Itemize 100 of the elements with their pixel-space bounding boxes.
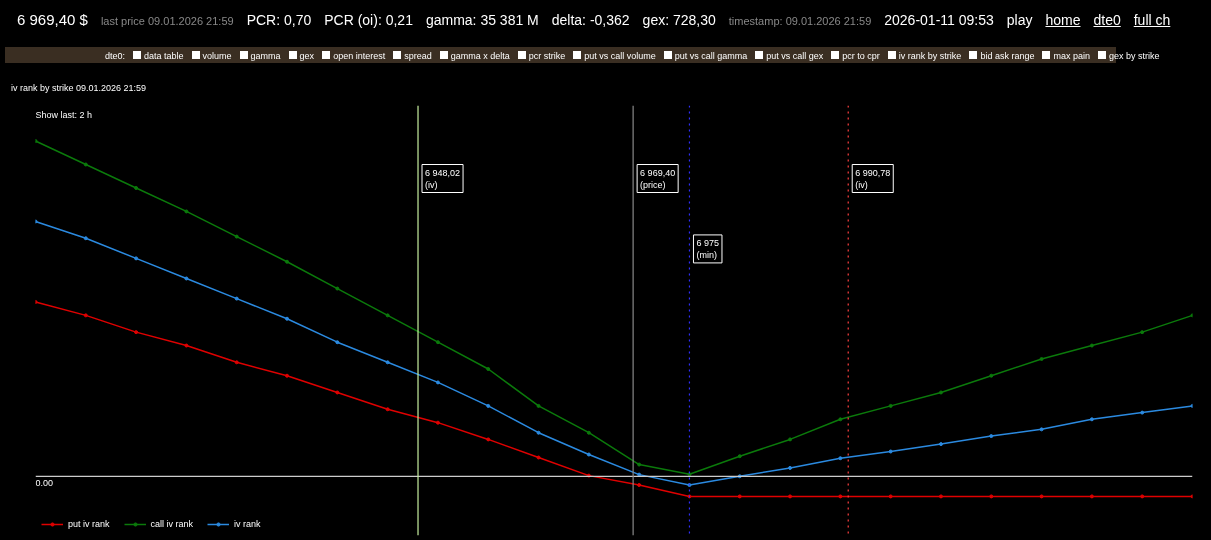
text: dte0	[1093, 11, 1121, 30]
text: Show last: 2 h	[35, 109, 93, 120]
point	[285, 316, 290, 321]
point	[637, 462, 642, 467]
point	[335, 340, 340, 345]
point	[1089, 417, 1094, 422]
text: dte0:	[105, 51, 126, 61]
point	[1039, 494, 1044, 499]
point	[1089, 343, 1094, 348]
point	[788, 437, 793, 442]
text: max pain	[1052, 51, 1090, 61]
point	[486, 403, 491, 408]
point	[134, 330, 139, 335]
text: gamma	[249, 51, 281, 61]
point	[938, 390, 943, 395]
point	[637, 483, 642, 488]
annotation: 6 948,02 (iv)	[425, 167, 461, 190]
point	[335, 286, 340, 291]
point	[788, 465, 793, 470]
point	[435, 340, 440, 345]
point	[486, 437, 491, 442]
point	[134, 185, 139, 190]
point	[586, 452, 591, 457]
point	[1140, 494, 1145, 499]
point	[1140, 410, 1145, 415]
text: iv rank by strike	[897, 51, 962, 61]
text: volume	[201, 51, 232, 61]
point	[938, 494, 943, 499]
point	[838, 456, 843, 461]
point	[385, 407, 390, 412]
annotation: 6 975 (min)	[696, 237, 719, 260]
text: PCR (oi): 0,21	[324, 11, 413, 30]
point	[83, 236, 88, 241]
point	[989, 434, 994, 439]
point	[1039, 427, 1044, 432]
text: gamma: 35 381 M	[425, 11, 539, 30]
text: open interest	[332, 51, 386, 61]
text: full ch	[1133, 11, 1171, 30]
text: home	[1045, 11, 1081, 30]
point	[134, 256, 139, 261]
point	[1140, 330, 1145, 335]
text: timestamp: 09.01.2026 21:59	[728, 14, 872, 29]
point	[687, 494, 692, 499]
text: PCR: 0,70	[246, 11, 312, 30]
legend-label: iv rank	[234, 519, 261, 529]
point	[989, 494, 994, 499]
point	[335, 390, 340, 395]
point	[838, 494, 843, 499]
legend-label: call iv rank	[150, 519, 194, 529]
point	[788, 494, 793, 499]
point	[888, 494, 893, 499]
point	[234, 360, 239, 365]
point	[486, 367, 491, 372]
text: bid ask range	[979, 51, 1035, 61]
legend-label: put iv rank	[68, 519, 110, 529]
point	[184, 343, 189, 348]
text: pcr strike	[527, 51, 566, 61]
point	[536, 403, 541, 408]
point	[83, 162, 88, 167]
text: gamma x delta	[449, 51, 510, 61]
text: last price 09.01.2026 21:59	[100, 14, 234, 29]
point	[586, 430, 591, 435]
point	[184, 209, 189, 214]
text: play	[1006, 11, 1033, 30]
point	[888, 403, 893, 408]
annotation: 6 990,78 (iv)	[855, 167, 891, 190]
point	[888, 449, 893, 454]
point	[285, 373, 290, 378]
point	[184, 276, 189, 281]
point	[1089, 494, 1094, 499]
point	[989, 373, 994, 378]
ref-line-label: 0.00	[35, 478, 54, 489]
point	[838, 417, 843, 422]
text: gex	[298, 51, 315, 61]
point	[536, 455, 541, 460]
text: gex by strike	[1107, 51, 1160, 61]
text: put vs call gamma	[673, 51, 748, 61]
text: 2026-01-11 09:53	[884, 11, 994, 30]
text: gex: 728,30	[642, 11, 716, 30]
point	[687, 472, 692, 477]
point	[234, 296, 239, 301]
point	[435, 380, 440, 385]
text: delta: -0,362	[551, 11, 630, 30]
text: 6 969,40 $	[17, 10, 88, 30]
point	[1039, 356, 1044, 361]
point	[83, 313, 88, 318]
text: put vs call volume	[583, 51, 656, 61]
point	[536, 430, 541, 435]
text: pcr to cpr	[841, 51, 880, 61]
point	[637, 472, 642, 477]
point	[385, 360, 390, 365]
point	[435, 420, 440, 425]
text: put vs call gex	[765, 51, 824, 61]
point	[687, 483, 692, 488]
point	[234, 234, 239, 239]
point	[385, 313, 390, 318]
point	[285, 259, 290, 264]
point	[938, 442, 943, 447]
chart-title: iv rank by strike 09.01.2026 21:59	[5, 81, 1210, 95]
point	[737, 454, 742, 459]
